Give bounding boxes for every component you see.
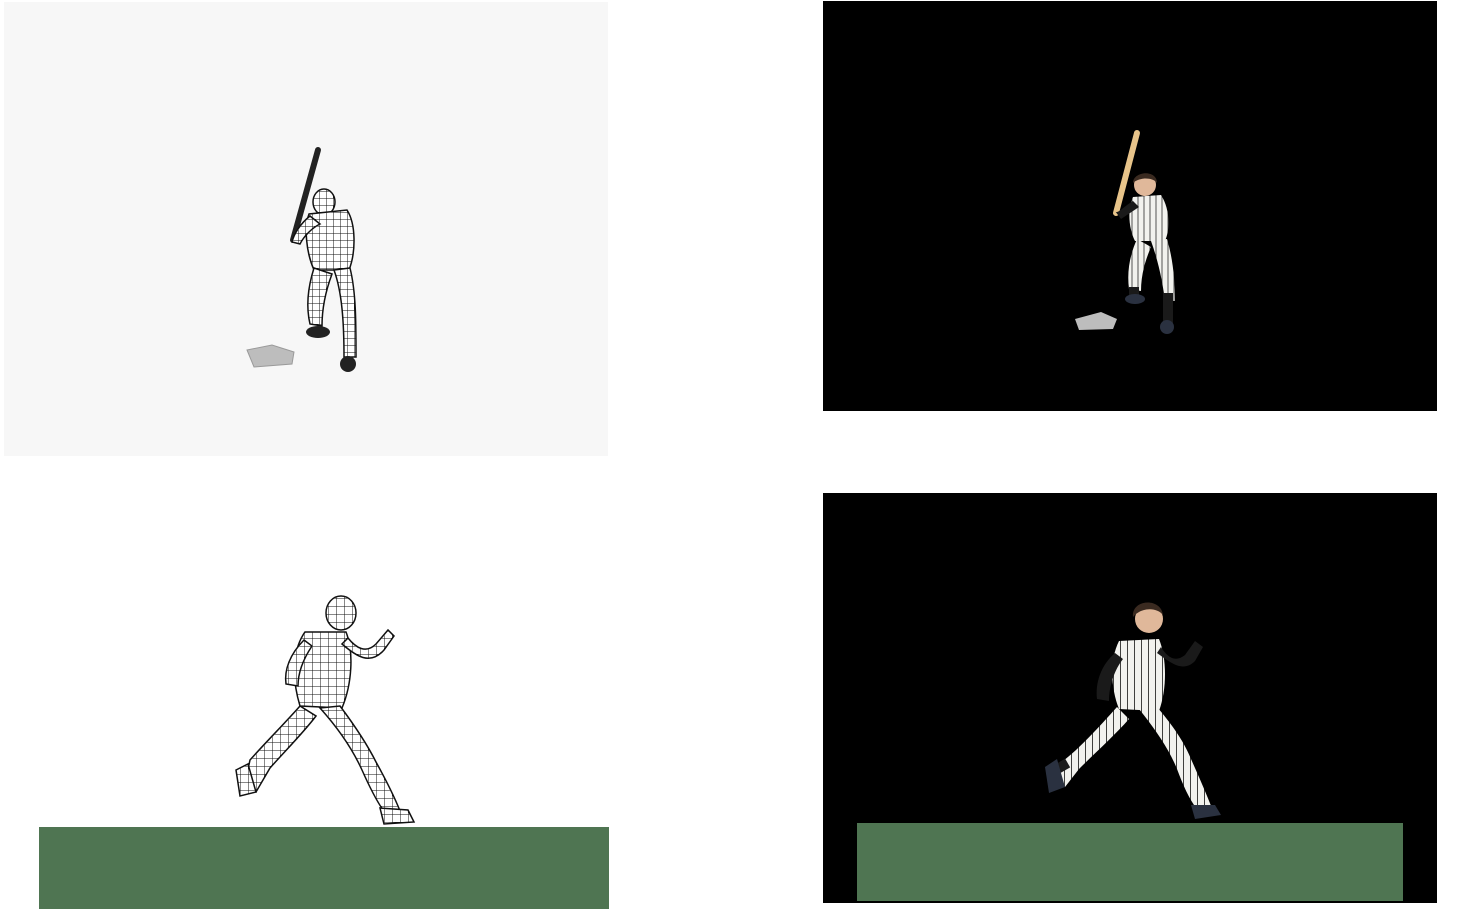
ground (39, 827, 609, 909)
sleeves (1115, 201, 1139, 219)
rendered-runner-image (857, 602, 1403, 901)
front-sock (1129, 287, 1139, 297)
head (1134, 174, 1156, 196)
back-shoe (1160, 320, 1174, 334)
wireframe-runner-panel (0, 470, 640, 912)
back-leg (243, 705, 318, 793)
torso (1129, 195, 1169, 241)
front-leg (318, 705, 404, 817)
back-shoe (235, 762, 257, 797)
bat (1113, 130, 1140, 216)
bat (290, 147, 321, 243)
front-leg (1128, 239, 1151, 291)
head (325, 595, 357, 631)
back-sock (1163, 293, 1173, 323)
back-leg (1053, 707, 1129, 787)
hair (1133, 173, 1157, 183)
front-arm (340, 628, 395, 660)
torso (1112, 639, 1165, 711)
wireframe-runner-image (39, 595, 609, 909)
rendered-batter-panel (823, 1, 1437, 411)
home-plate (1075, 312, 1117, 330)
front-leg (1139, 707, 1213, 811)
hair (1132, 602, 1163, 617)
front-leg (307, 267, 333, 327)
rendered-batter-image (1075, 130, 1175, 334)
back-leg (1151, 239, 1175, 301)
rendered-runner-panel (823, 493, 1437, 903)
back-leg (332, 267, 357, 358)
wireframe-batter-image (246, 147, 357, 372)
home-plate (246, 344, 295, 368)
back-arm (1096, 653, 1123, 701)
front-arm (1157, 641, 1203, 667)
front-shoe (1191, 805, 1221, 819)
wireframe-batter-panel (4, 2, 608, 456)
arms (291, 215, 322, 245)
head (1135, 605, 1163, 633)
ground (857, 823, 1403, 901)
front-shoe (1125, 294, 1145, 304)
back-shoe (340, 356, 356, 372)
back-shoe (1045, 759, 1065, 793)
front-shoe (306, 326, 330, 338)
front-shoe (379, 807, 416, 825)
back-arm (284, 639, 314, 687)
